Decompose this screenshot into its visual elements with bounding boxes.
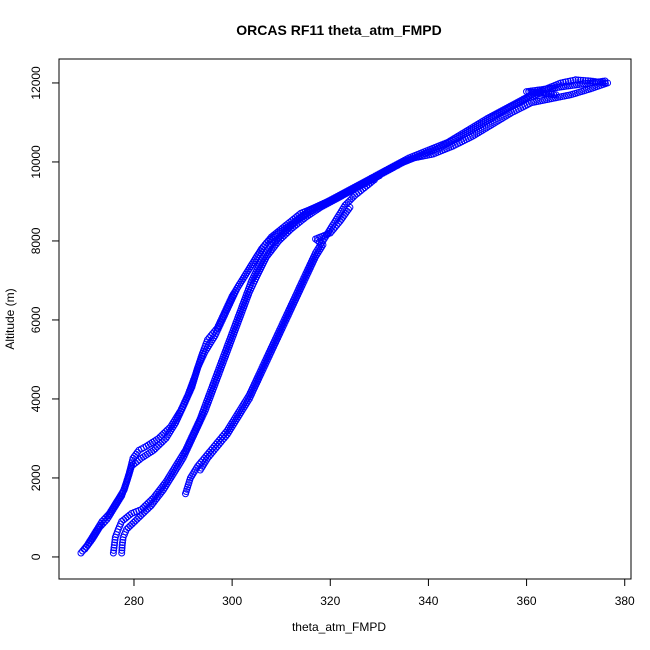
data-point [118,549,126,557]
x-axis-label: theta_atm_FMPD [292,620,386,634]
x-tick-label: 280 [124,594,144,608]
data-point [126,522,134,530]
data-point [155,441,163,449]
data-point [572,76,580,84]
data-point [131,517,139,525]
data-point [111,536,119,544]
data-point [368,177,376,185]
data-point [345,205,353,213]
data-point [119,538,127,546]
y-tick-label: 10000 [29,145,43,179]
y-tick-label: 6000 [29,306,43,333]
data-point [244,397,252,405]
data-point [118,544,126,552]
data-point [110,541,118,549]
data-point [102,513,110,521]
data-point [375,172,383,180]
data-point [97,521,105,529]
data-point [135,513,143,521]
data-point [118,541,126,549]
data-point [133,515,141,523]
y-tick-label: 12000 [29,66,43,100]
data-point [153,443,161,451]
plot-frame [58,58,632,580]
data-point [604,79,612,87]
data-point [370,176,378,184]
data-point [110,544,118,552]
data-point [111,538,119,546]
y-axis: 0 2000 4000 6000 8000 10000 12000 [29,66,60,560]
y-tick-label: 4000 [29,385,43,412]
data-point [110,546,118,554]
x-tick-label: 320 [320,594,340,608]
data-point [157,440,165,448]
data-point [315,205,323,213]
data-point [346,203,354,211]
data-point [128,520,136,528]
data-points [77,76,612,557]
x-tick-label: 340 [418,594,438,608]
data-point [130,519,138,527]
x-tick-label: 380 [615,594,635,608]
data-point [96,523,104,531]
data-point [137,512,145,520]
x-tick-label: 300 [222,594,242,608]
data-point [118,546,126,554]
x-axis: 280 300 320 340 360 380 [124,578,635,608]
data-point [109,549,117,557]
y-tick-label: 0 [29,553,43,560]
data-point [99,519,107,527]
y-tick-label: 8000 [29,227,43,254]
data-point [124,524,132,532]
y-tick-label: 2000 [29,464,43,491]
data-point [158,438,166,446]
x-tick-label: 360 [517,594,537,608]
y-axis-label: Altitude (m) [3,288,17,349]
chart-title: ORCAS RF11 theta_atm_FMPD [236,22,441,38]
